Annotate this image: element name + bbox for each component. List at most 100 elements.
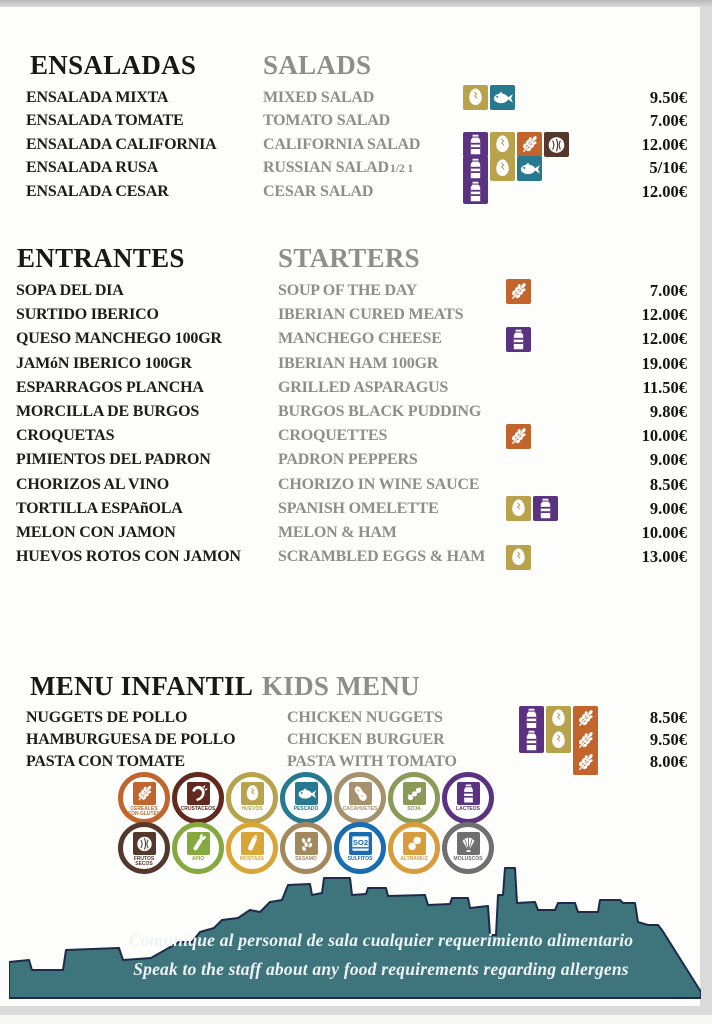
legend-item-altramuz: ALTRAMUZ <box>388 822 440 874</box>
item-name-es: PASTA CON TOMATE <box>26 753 185 770</box>
item-name-es: JAMóN IBERICO 100GR <box>16 354 192 372</box>
item-price: 12.00€ <box>641 305 687 325</box>
item-price: 8.50€ <box>649 708 687 727</box>
menu-item-row: ESPARRAGOS PLANCHA GRILLED ASPARAGUS 11.50… <box>0 376 700 400</box>
item-name-en: BURGOS BLACK PUDDING <box>278 403 482 421</box>
item-price: 10.00€ <box>641 522 687 542</box>
egg-allergen-icon <box>490 132 515 158</box>
peanut-icon <box>348 782 372 805</box>
item-allergen-icons <box>478 496 623 522</box>
menu-item-row: CHORIZOS AL VINO CHORIZO IN WINE SAUCE 8.5… <box>0 473 700 497</box>
item-price: 5/10€ <box>649 158 687 178</box>
egg-allergen-icon <box>506 544 531 570</box>
section-menu-infantil: MENU INFANTIL KIDS MENU NUGGETS DE POLLO… <box>0 670 700 775</box>
item-price: 9.80€ <box>649 402 687 422</box>
footer-banner: Comunique al personal de sala cualquier … <box>9 866 701 1007</box>
menu-item-row: JAMóN IBERICO 100GR IBERIAN HAM 100GR 19.0… <box>0 352 700 376</box>
menu-item-row: ENSALADA MIXTA MIXED SALAD 9.50€ <box>0 85 700 111</box>
section-header: ENSALADAS SALADS <box>0 49 700 81</box>
legend-label: LACTEOS <box>456 806 480 812</box>
section-title-es: ENTRANTES <box>17 243 185 273</box>
egg-allergen-icon <box>506 496 531 522</box>
item-allergen-icons <box>478 544 623 570</box>
item-name-es: MORCILLA DE BURGOS <box>16 403 200 421</box>
milk-allergen-icon <box>463 179 488 205</box>
legend-item-apio: APIO <box>172 822 224 874</box>
milk-allergen-icon <box>463 155 488 181</box>
gluten-allergen-icon <box>506 423 531 449</box>
city-skyline-silhouette <box>9 867 701 999</box>
fish-allergen-icon <box>490 85 515 111</box>
item-name-es: MELON CON JAMON <box>16 523 176 541</box>
item-name-en: MELON & HAM <box>278 523 397 541</box>
lupin-icon <box>402 832 426 855</box>
shrimp-icon <box>186 782 210 805</box>
allergen-notice-en: Speak to the staff about any food requir… <box>133 959 629 979</box>
item-name-en: PADRON PEPPERS <box>278 451 418 469</box>
milk-allergen-icon <box>463 132 488 158</box>
allergen-legend: CEREALES CON GLUTEN CRUSTACEOS HUEVOS PESCA… <box>118 772 498 874</box>
milk-allergen-icon <box>519 705 544 731</box>
egg-allergen-icon <box>463 85 488 111</box>
section-title-en: KIDS MENU <box>262 671 420 701</box>
menu-item-row: SOPA DEL DIA SOUP OF THE DAY 7.00€ <box>0 278 700 304</box>
menu-item-row: PASTA CON TOMATE PASTA WITH TOMATO 8.00€ <box>0 749 700 775</box>
legend-item-sulfitos: SO2 SULFITOS <box>334 822 386 874</box>
item-name-en: CALIFORNIA SALAD <box>263 135 421 153</box>
legend-label: FRUTOS SECOS <box>133 856 155 867</box>
section-ensaladas: ENSALADAS SALADS ENSALADA MIXTA MIXED SAL… <box>0 49 700 205</box>
so2-icon: SO2 <box>348 832 372 855</box>
menu-item-row: PIMIENTOS DEL PADRON PADRON PEPPERS 9.00€ <box>0 448 700 472</box>
item-name-es: ENSALADA CESAR <box>26 182 169 200</box>
milk-allergen-icon <box>533 496 558 522</box>
legend-label: HUEVOS <box>241 806 263 812</box>
legend-item-pescado: PESCADO <box>280 772 332 824</box>
item-name-en: GRILLED ASPARAGUS <box>278 378 449 396</box>
item-name-es: CROQUETAS <box>16 427 115 445</box>
item-name-es: PIMIENTOS DEL PADRON <box>16 451 211 469</box>
item-name-en: IBERIAN HAM 100GR <box>278 354 439 372</box>
legend-item-huevos: HUEVOS <box>226 772 278 824</box>
page-top-edge <box>0 0 712 7</box>
item-price: 10.00€ <box>641 426 687 446</box>
item-name-es: CHORIZOS AL VINO <box>16 475 169 493</box>
item-name-en: MIXED SALAD <box>263 88 375 106</box>
legend-label: MOSTAZA <box>239 856 265 862</box>
item-name-es: SOPA DEL DIA <box>16 282 124 300</box>
item-price: 12.00€ <box>641 134 687 154</box>
section-title-es: ENSALADAS <box>30 50 197 80</box>
item-name-es: SURTIDO IBERICO <box>16 306 159 324</box>
item-price: 12.00€ <box>641 329 687 349</box>
item-allergen-icons <box>463 179 608 205</box>
legend-item-frutos-secos: FRUTOS SECOS <box>118 822 170 874</box>
menu-item-row: CROQUETAS CROQUETTES 10.00€ <box>0 423 700 449</box>
section-title-es: MENU INFANTIL <box>30 671 254 701</box>
shell-icon <box>456 832 480 855</box>
milk-allergen-icon <box>519 727 544 753</box>
item-name-en: CHORIZO IN WINE SAUCE <box>278 475 480 493</box>
item-allergen-icons <box>478 278 623 304</box>
egg-allergen-icon <box>490 155 515 181</box>
item-name-en: SPANISH OMELETTE <box>278 499 439 517</box>
item-name-en: IBERIAN CURED MEATS <box>278 306 464 324</box>
item-allergen-icons <box>478 326 623 352</box>
egg-icon <box>240 782 264 805</box>
menu-item-row: HUEVOS ROTOS CON JAMON SCRAMBLED EGGS & H… <box>0 544 700 570</box>
soy-icon <box>402 782 426 805</box>
item-price: 9.50€ <box>649 730 687 749</box>
section-entrantes: ENTRANTES STARTERS SOPA DEL DIA SOUP OF T… <box>0 242 700 570</box>
legend-label: CACAHUETES <box>342 806 378 812</box>
section-title-en: STARTERS <box>278 243 421 273</box>
menu-item-row: ENSALADA TOMATE TOMATO SALAD 7.00€ <box>0 110 700 134</box>
egg-allergen-icon <box>546 727 571 753</box>
item-allergen-icons <box>463 155 608 181</box>
menu-item-row: TORTILLA ESPAñOLA SPANISH OMELETTE 9.00€ <box>0 496 700 522</box>
fish-icon <box>294 782 318 805</box>
menu-item-row: HAMBURGUESA DE POLLO CHICKEN BURGUER 9.50€ <box>0 727 700 753</box>
item-price: 7.00€ <box>649 281 687 301</box>
item-name-en: CESAR SALAD <box>263 182 374 200</box>
item-name-en: SOUP OF THE DAY <box>278 282 418 300</box>
legend-label: CRUSTACEOS <box>180 806 216 812</box>
page-bottom-edge <box>0 1015 712 1024</box>
item-name-es: TORTILLA ESPAñOLA <box>16 499 183 517</box>
